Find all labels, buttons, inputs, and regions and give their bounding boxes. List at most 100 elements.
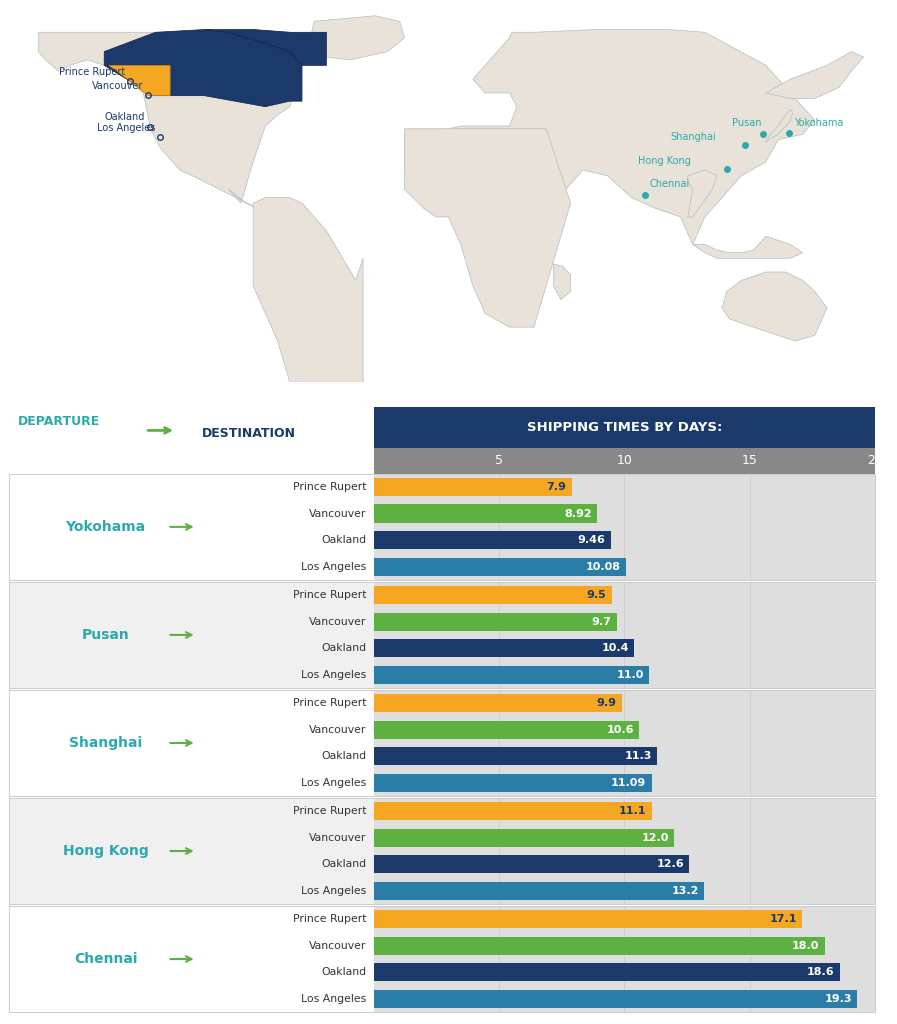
Bar bbox=[374, 407, 875, 449]
Text: Vancouver: Vancouver bbox=[309, 833, 367, 843]
Text: 11.1: 11.1 bbox=[619, 806, 647, 816]
Text: 12.6: 12.6 bbox=[657, 859, 684, 869]
Bar bbox=[9, 689, 875, 797]
Text: Shanghai: Shanghai bbox=[69, 736, 143, 750]
Text: 11.0: 11.0 bbox=[617, 670, 644, 680]
Bar bbox=[374, 882, 704, 900]
Text: Vancouver: Vancouver bbox=[309, 941, 367, 950]
Text: Los Angeles: Los Angeles bbox=[301, 670, 367, 680]
Text: Prince Rupert: Prince Rupert bbox=[293, 482, 367, 492]
Bar bbox=[9, 582, 875, 688]
Polygon shape bbox=[39, 30, 314, 209]
Bar bbox=[374, 586, 612, 604]
Bar bbox=[374, 689, 875, 797]
Text: Oakland: Oakland bbox=[105, 113, 145, 123]
Text: Yokohama: Yokohama bbox=[65, 520, 145, 534]
Text: Pusan: Pusan bbox=[732, 119, 761, 128]
Bar bbox=[374, 964, 840, 981]
Text: Hong Kong: Hong Kong bbox=[638, 157, 691, 167]
Polygon shape bbox=[688, 170, 717, 217]
Text: Oakland: Oakland bbox=[322, 968, 367, 978]
Polygon shape bbox=[309, 15, 405, 59]
Polygon shape bbox=[109, 66, 170, 95]
Text: 10.4: 10.4 bbox=[602, 643, 629, 653]
Bar bbox=[374, 558, 626, 575]
Text: 11.09: 11.09 bbox=[611, 778, 647, 788]
Text: Oakland: Oakland bbox=[322, 752, 367, 761]
Bar bbox=[374, 478, 571, 496]
Bar bbox=[9, 473, 875, 581]
Bar bbox=[374, 774, 651, 792]
Text: Los Angeles: Los Angeles bbox=[301, 886, 367, 896]
Polygon shape bbox=[766, 110, 793, 142]
Text: Pusan: Pusan bbox=[82, 628, 129, 642]
Bar bbox=[374, 582, 875, 688]
Bar bbox=[374, 802, 652, 820]
Bar bbox=[9, 905, 374, 1013]
Text: 19.3: 19.3 bbox=[824, 994, 852, 1005]
Text: 11.3: 11.3 bbox=[624, 752, 651, 761]
Text: Los Angeles: Los Angeles bbox=[301, 778, 367, 788]
Bar bbox=[374, 473, 875, 581]
Bar bbox=[374, 828, 675, 847]
Text: DESTINATION: DESTINATION bbox=[203, 427, 296, 440]
Text: Oakland: Oakland bbox=[322, 643, 367, 653]
Bar bbox=[374, 531, 611, 549]
Text: 8.92: 8.92 bbox=[564, 509, 592, 518]
Text: 10.08: 10.08 bbox=[586, 562, 621, 571]
Polygon shape bbox=[722, 272, 827, 341]
Text: Vancouver: Vancouver bbox=[309, 725, 367, 734]
Polygon shape bbox=[205, 30, 327, 66]
Text: Los Angeles: Los Angeles bbox=[97, 123, 155, 133]
Text: DEPARTURE: DEPARTURE bbox=[18, 415, 100, 428]
Bar bbox=[9, 905, 875, 1013]
Text: Vancouver: Vancouver bbox=[309, 616, 367, 627]
Text: 20: 20 bbox=[867, 455, 883, 467]
Text: 18.6: 18.6 bbox=[807, 968, 834, 978]
Bar bbox=[374, 855, 690, 873]
Text: 13.2: 13.2 bbox=[672, 886, 699, 896]
Text: 10.6: 10.6 bbox=[606, 725, 634, 734]
Text: Los Angeles: Los Angeles bbox=[301, 994, 367, 1005]
Text: 9.7: 9.7 bbox=[592, 616, 612, 627]
Bar bbox=[374, 639, 634, 657]
Bar bbox=[374, 905, 875, 1013]
Text: Chennai: Chennai bbox=[649, 179, 690, 189]
Text: 9.9: 9.9 bbox=[597, 698, 616, 708]
Polygon shape bbox=[766, 51, 864, 98]
Bar bbox=[374, 694, 622, 712]
Bar bbox=[9, 473, 374, 581]
Bar bbox=[9, 582, 374, 688]
Text: Prince Rupert: Prince Rupert bbox=[293, 590, 367, 600]
Text: Vancouver: Vancouver bbox=[309, 509, 367, 518]
Text: Vancouver: Vancouver bbox=[91, 81, 143, 91]
Text: Prince Rupert: Prince Rupert bbox=[293, 914, 367, 924]
Bar bbox=[374, 612, 617, 631]
Text: Los Angeles: Los Angeles bbox=[301, 562, 367, 571]
Text: 5: 5 bbox=[495, 455, 503, 467]
Polygon shape bbox=[405, 30, 814, 245]
Polygon shape bbox=[104, 30, 302, 106]
Bar bbox=[9, 798, 875, 904]
Text: Prince Rupert: Prince Rupert bbox=[293, 698, 367, 708]
Polygon shape bbox=[405, 129, 570, 327]
Text: 10: 10 bbox=[616, 455, 632, 467]
Bar bbox=[374, 990, 858, 1009]
Text: 15: 15 bbox=[742, 455, 757, 467]
Text: 18.0: 18.0 bbox=[792, 941, 820, 950]
Text: 17.1: 17.1 bbox=[770, 914, 797, 924]
Polygon shape bbox=[253, 198, 363, 382]
Bar bbox=[374, 748, 657, 765]
Bar bbox=[374, 505, 597, 522]
Bar bbox=[374, 721, 640, 738]
Text: Shanghai: Shanghai bbox=[670, 132, 716, 142]
Text: 7.9: 7.9 bbox=[546, 482, 566, 492]
Text: 9.5: 9.5 bbox=[587, 590, 606, 600]
Polygon shape bbox=[692, 237, 803, 258]
Bar bbox=[374, 798, 875, 904]
Text: Hong Kong: Hong Kong bbox=[63, 844, 149, 858]
Bar bbox=[374, 666, 649, 684]
Bar bbox=[374, 449, 875, 473]
Bar bbox=[374, 910, 802, 928]
Text: SHIPPING TIMES BY DAYS:: SHIPPING TIMES BY DAYS: bbox=[527, 421, 722, 434]
